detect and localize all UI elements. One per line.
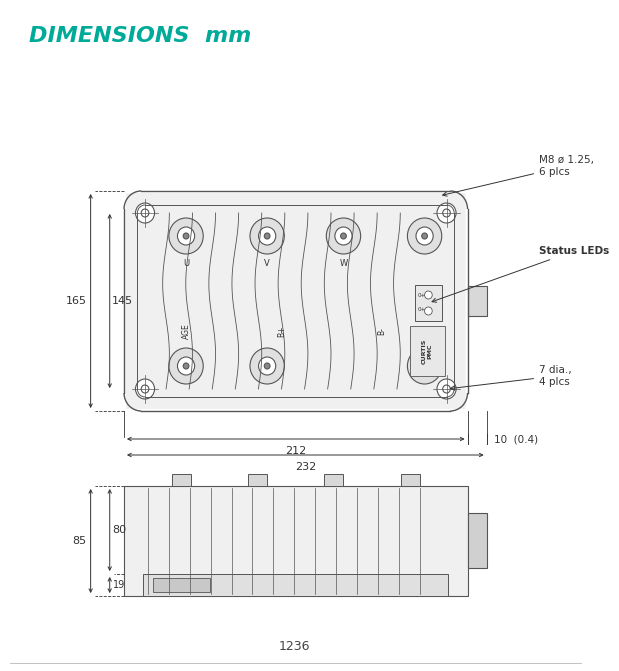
Circle shape <box>443 385 451 393</box>
Circle shape <box>250 348 284 384</box>
Bar <box>171 474 191 486</box>
Bar <box>143 574 448 596</box>
Bar <box>467 513 487 568</box>
Text: DIMENSIONS  mm: DIMENSIONS mm <box>28 26 251 46</box>
Circle shape <box>443 209 451 217</box>
Circle shape <box>178 357 194 375</box>
Bar <box>248 474 267 486</box>
Text: B-: B- <box>377 327 386 335</box>
Bar <box>153 578 210 592</box>
Text: 0+: 0+ <box>418 307 426 312</box>
Bar <box>467 286 487 316</box>
Text: Status LEDs: Status LEDs <box>432 246 609 302</box>
Bar <box>400 474 420 486</box>
Circle shape <box>407 348 442 384</box>
Circle shape <box>425 291 432 299</box>
Text: 85: 85 <box>72 536 87 546</box>
Text: B+: B+ <box>277 325 286 337</box>
Circle shape <box>178 227 194 245</box>
Circle shape <box>169 348 203 384</box>
Circle shape <box>250 218 284 254</box>
Circle shape <box>340 233 347 239</box>
Circle shape <box>183 233 189 239</box>
Text: 7 dia.,
4 plcs: 7 dia., 4 plcs <box>451 365 572 390</box>
Bar <box>124 486 467 596</box>
Text: V: V <box>264 260 270 268</box>
Circle shape <box>422 233 428 239</box>
Text: W: W <box>339 260 348 268</box>
Circle shape <box>141 385 149 393</box>
Circle shape <box>264 233 270 239</box>
Bar <box>415 285 442 321</box>
FancyBboxPatch shape <box>126 193 465 409</box>
Circle shape <box>136 203 155 223</box>
Circle shape <box>141 209 149 217</box>
Text: U: U <box>183 260 189 268</box>
Circle shape <box>407 218 442 254</box>
Circle shape <box>259 357 275 375</box>
Bar <box>324 474 344 486</box>
Text: 1236: 1236 <box>279 640 311 653</box>
Circle shape <box>437 203 456 223</box>
Circle shape <box>437 379 456 399</box>
Circle shape <box>416 227 433 245</box>
Circle shape <box>422 363 428 369</box>
Circle shape <box>264 363 270 369</box>
Text: AGE: AGE <box>181 323 191 339</box>
Text: 212: 212 <box>285 446 306 456</box>
Text: 165: 165 <box>66 296 87 306</box>
Text: CURTIS
PMC: CURTIS PMC <box>422 338 433 364</box>
Text: 80: 80 <box>113 525 127 535</box>
Circle shape <box>326 218 361 254</box>
Text: 232: 232 <box>295 462 316 472</box>
Text: 10  (0.4): 10 (0.4) <box>494 434 539 444</box>
Circle shape <box>416 357 433 375</box>
Circle shape <box>136 379 155 399</box>
Text: 0+: 0+ <box>418 293 426 298</box>
Circle shape <box>183 363 189 369</box>
Circle shape <box>335 227 352 245</box>
Text: 19: 19 <box>113 580 125 590</box>
Text: M8 ø 1.25,
6 plcs: M8 ø 1.25, 6 plcs <box>443 155 594 196</box>
Circle shape <box>259 227 275 245</box>
Text: 145: 145 <box>111 296 132 306</box>
Circle shape <box>425 307 432 315</box>
Circle shape <box>169 218 203 254</box>
